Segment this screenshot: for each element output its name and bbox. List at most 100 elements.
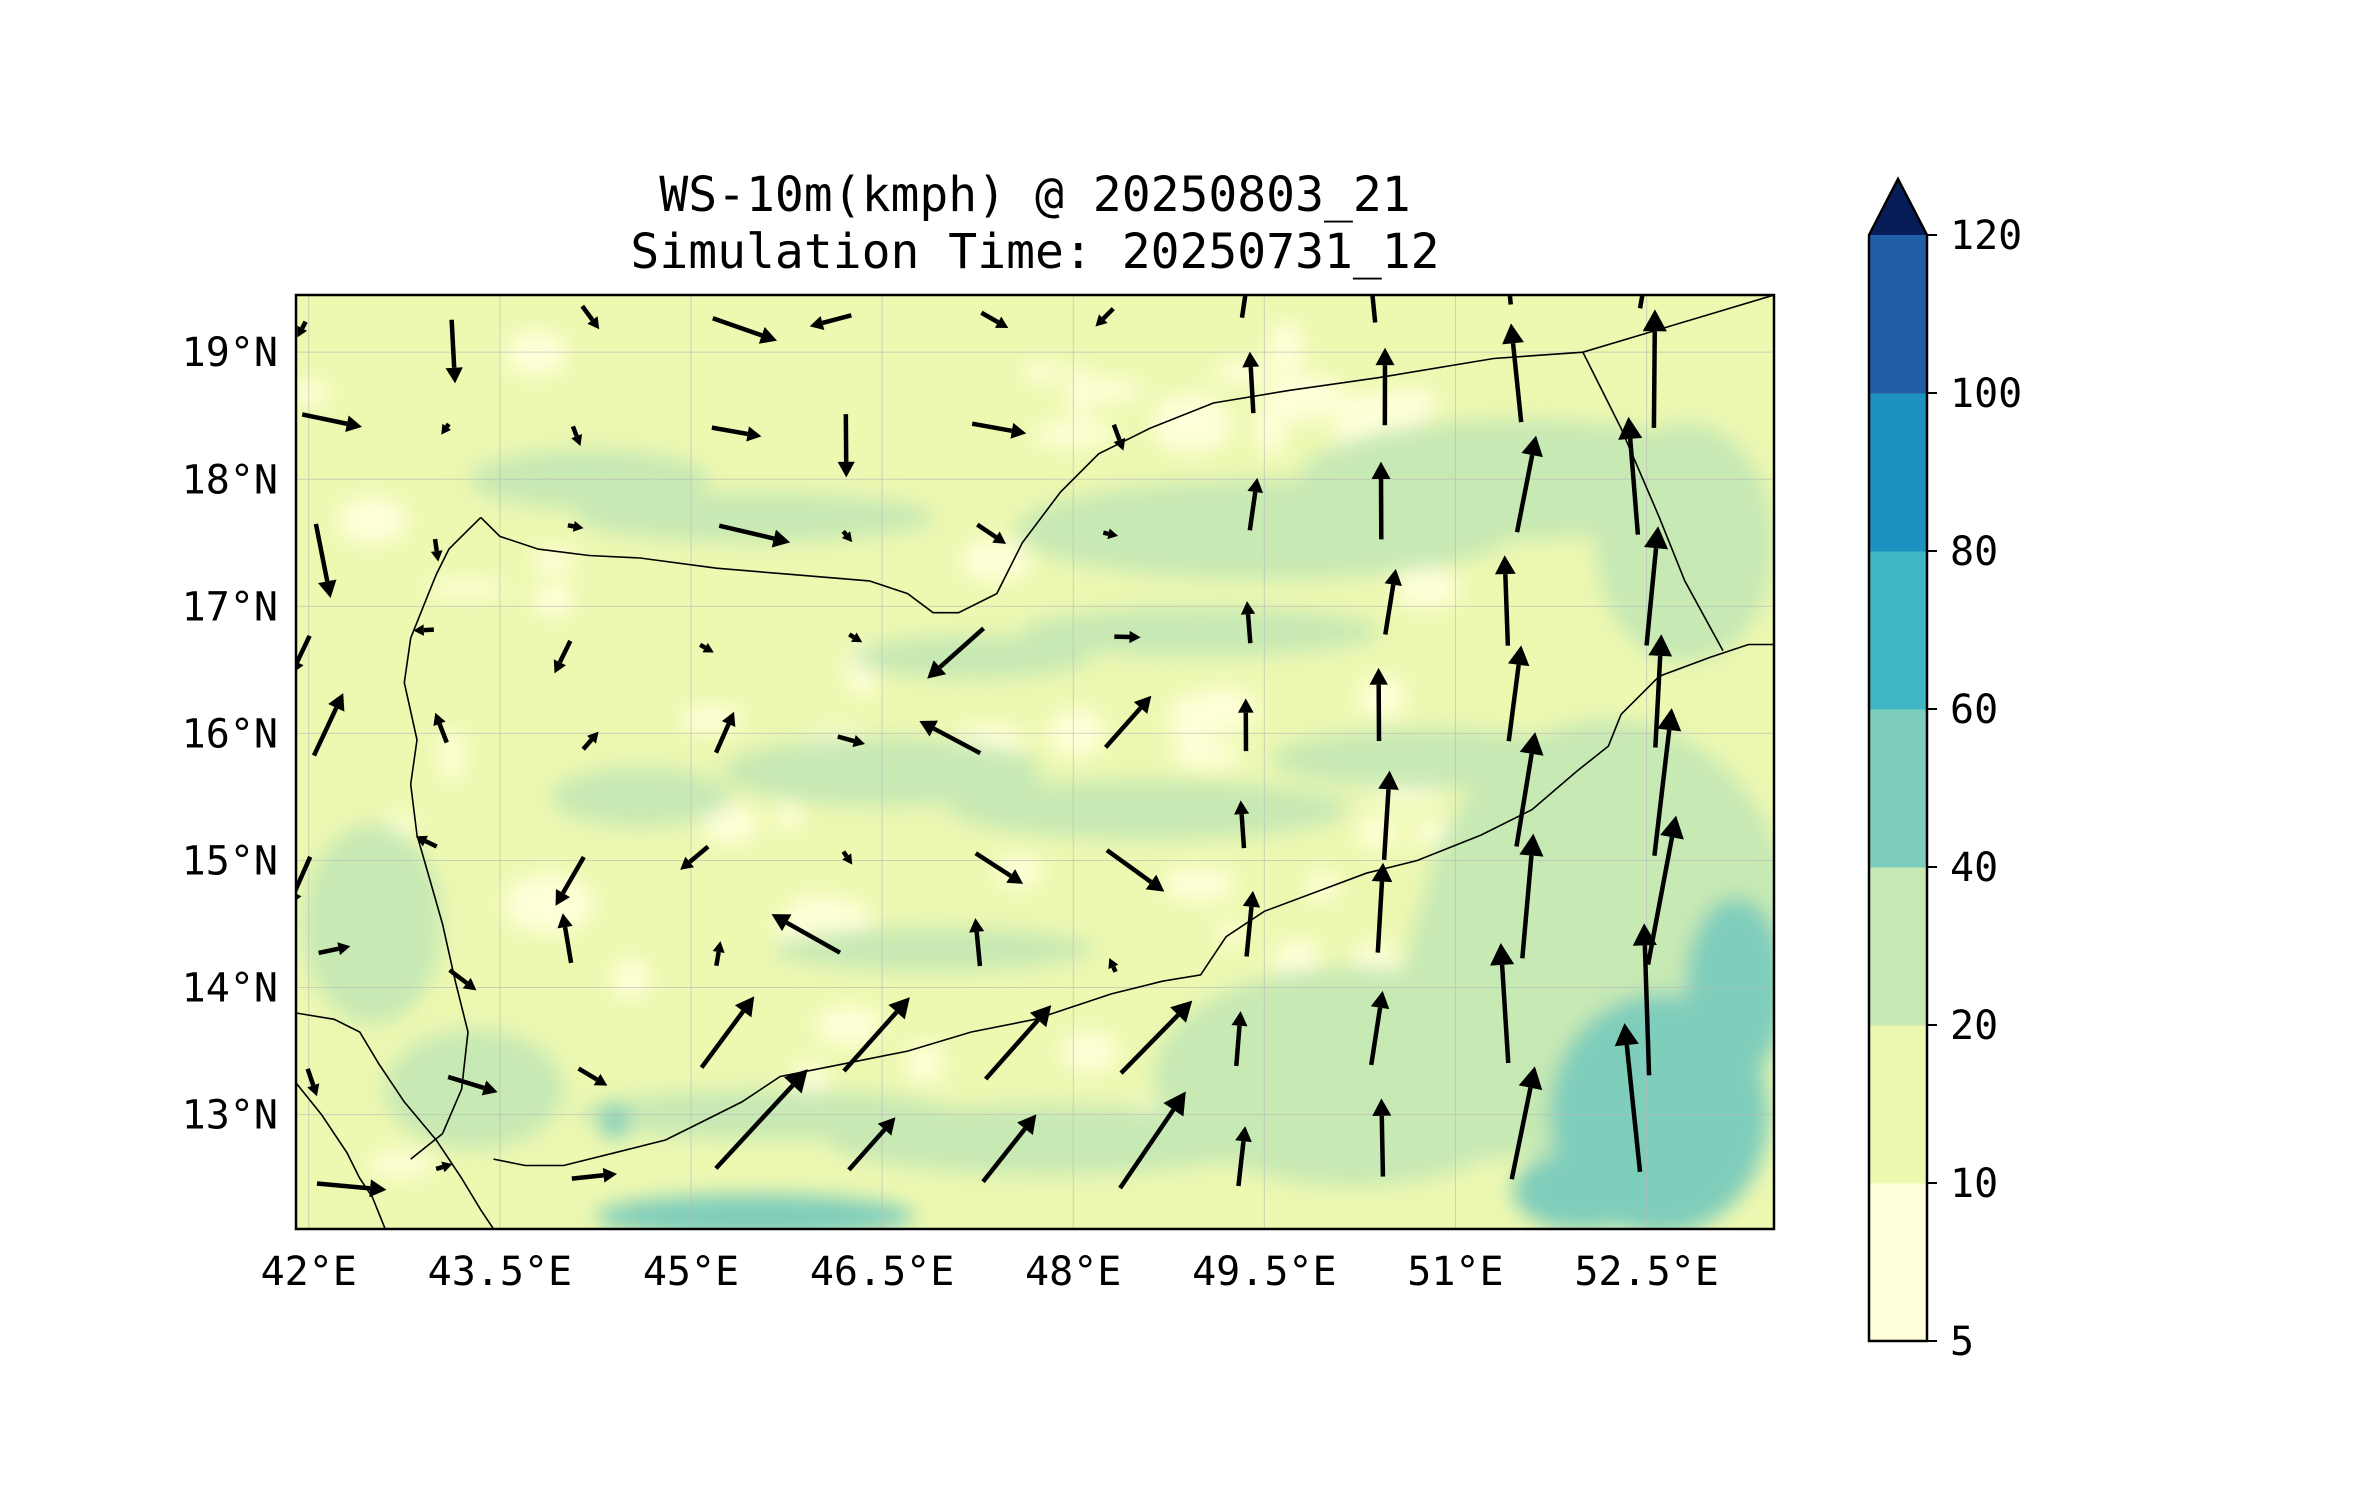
- field-patch: [1214, 360, 1271, 385]
- wind-arrow: [1102, 528, 1119, 540]
- field-patch: [775, 803, 804, 830]
- wind-arrow: [430, 538, 443, 562]
- colorbar-tick-label: 5: [1950, 1319, 1974, 1365]
- wind-arrow: [297, 320, 308, 338]
- lon-tick-label: 42°E: [261, 1249, 357, 1295]
- wind-arrow: [1118, 1091, 1186, 1190]
- wind-arrow: [971, 421, 1027, 439]
- wind-vectors: [296, 295, 1684, 1198]
- wind-arrow: [974, 851, 1024, 884]
- lon-tick-label: 45°E: [643, 1249, 739, 1295]
- field-patch: [1047, 709, 1106, 756]
- figure-title-line-1: WS-10m(kmph) @ 20250803_21: [659, 167, 1411, 223]
- field-patch: [533, 581, 574, 618]
- lon-tick-label: 43.5°E: [428, 1249, 573, 1295]
- wind-arrow: [305, 1068, 320, 1097]
- wind-arrow: [1506, 645, 1530, 742]
- wind-arrow: [571, 1167, 617, 1183]
- field-patch: [505, 330, 568, 376]
- wind-arrow: [435, 1161, 453, 1173]
- colorbar-outline: [1867, 176, 1929, 1343]
- field-patch: [1066, 364, 1093, 420]
- field-patch: [296, 380, 331, 406]
- field-patch: [797, 893, 822, 910]
- wind-arrow: [718, 523, 791, 548]
- wind-arrow: [1642, 309, 1667, 428]
- wind-arrow: [448, 968, 477, 991]
- boundary-line: [493, 643, 1774, 1167]
- colorbar-block: [1869, 393, 1927, 552]
- wind-arrow: [433, 712, 449, 744]
- wind-arrow: [841, 529, 853, 543]
- wind-arrow: [714, 1069, 808, 1170]
- wind-arrow: [1108, 957, 1119, 973]
- wind-arrow: [555, 855, 586, 906]
- field-patch: [995, 854, 1043, 889]
- wind-arrow: [711, 425, 762, 442]
- wind-arrow: [1247, 477, 1264, 531]
- latitude-tick-labels: 19°N 18°N 17°N 16°N 15°N 14°N 13°N: [182, 330, 278, 1138]
- wind-arrow: [413, 624, 434, 636]
- field-patch: [773, 927, 1094, 972]
- colorbar: 5 10 20 40 60 80 100 120: [1867, 176, 2022, 1365]
- wind-arrow: [841, 850, 853, 865]
- map-panel: 42°E 43.5°E 45°E 46.5°E 48°E 49.5°E 51°E 52.5°E…: [182, 293, 1776, 1295]
- wind-arrow: [1519, 833, 1544, 959]
- lat-tick-label: 17°N: [182, 584, 278, 630]
- wind-arrow: [1234, 800, 1250, 849]
- wind-arrow: [557, 913, 574, 964]
- wind-arrow: [1103, 695, 1152, 749]
- field-patch: [611, 958, 651, 1000]
- boundary-line: [296, 1082, 386, 1229]
- colorbar-tick-labels: 5 10 20 40 60 80 100 120: [1927, 213, 2022, 1365]
- wind-arrow: [837, 414, 855, 478]
- wind-arrow: [699, 996, 755, 1069]
- wind-arrow: [980, 310, 1009, 329]
- colorbar-tick-label: 20: [1950, 1003, 1998, 1049]
- wind-arrow: [581, 731, 599, 751]
- colorbar-block: [1869, 1183, 1927, 1342]
- field-patch: [814, 1006, 884, 1046]
- wind-arrow: [1614, 1023, 1643, 1173]
- coastlines: [296, 295, 1774, 1229]
- wind-arrow: [712, 941, 725, 967]
- colorbar-blocks: [1869, 235, 1927, 1342]
- wind-arrow: [313, 523, 337, 599]
- figure-title-line-2: Simulation Time: 20250731_12: [630, 224, 1440, 280]
- wind-arrow: [301, 412, 362, 432]
- wind-arrow: [1370, 295, 1378, 323]
- wind-arrow: [1242, 351, 1260, 414]
- map-gridlines: [296, 295, 1774, 1229]
- wind-arrow: [1652, 708, 1682, 856]
- boundary-line: [480, 295, 1774, 614]
- wind-arrow: [553, 639, 573, 674]
- field-patch: [503, 874, 595, 934]
- boundary-line: [403, 516, 482, 1160]
- longitude-tick-labels: 42°E 43.5°E 45°E 46.5°E 48°E 49.5°E 51°E 52.5°E: [261, 1249, 1719, 1295]
- wind-arrow: [837, 734, 866, 748]
- wind-arrow: [1095, 307, 1115, 327]
- wind-arrow: [1105, 848, 1165, 892]
- wind-arrow: [1648, 634, 1673, 748]
- wind-arrow: [1514, 732, 1544, 847]
- wind-arrow: [296, 634, 312, 671]
- field-patch: [1356, 814, 1397, 849]
- lat-tick-label: 18°N: [182, 457, 278, 503]
- wind-arrow: [1632, 923, 1657, 1076]
- lon-tick-label: 49.5°E: [1192, 1249, 1337, 1295]
- wind-arrow: [316, 1179, 387, 1198]
- wind-arrow: [848, 632, 863, 643]
- field-patch: [1187, 688, 1258, 733]
- colorbar-tick-label: 100: [1950, 371, 2022, 417]
- lat-tick-label: 14°N: [182, 966, 278, 1012]
- wind-arrow: [1643, 526, 1669, 646]
- wind-arrow: [570, 425, 583, 446]
- wind-arrow: [983, 1005, 1052, 1081]
- wind-arrow: [976, 522, 1007, 544]
- wind-arrow: [318, 942, 351, 956]
- field-patch: [302, 824, 443, 1025]
- lon-tick-label: 48°E: [1025, 1249, 1121, 1295]
- wind-arrow: [441, 422, 452, 435]
- wind-arrow: [1111, 423, 1126, 451]
